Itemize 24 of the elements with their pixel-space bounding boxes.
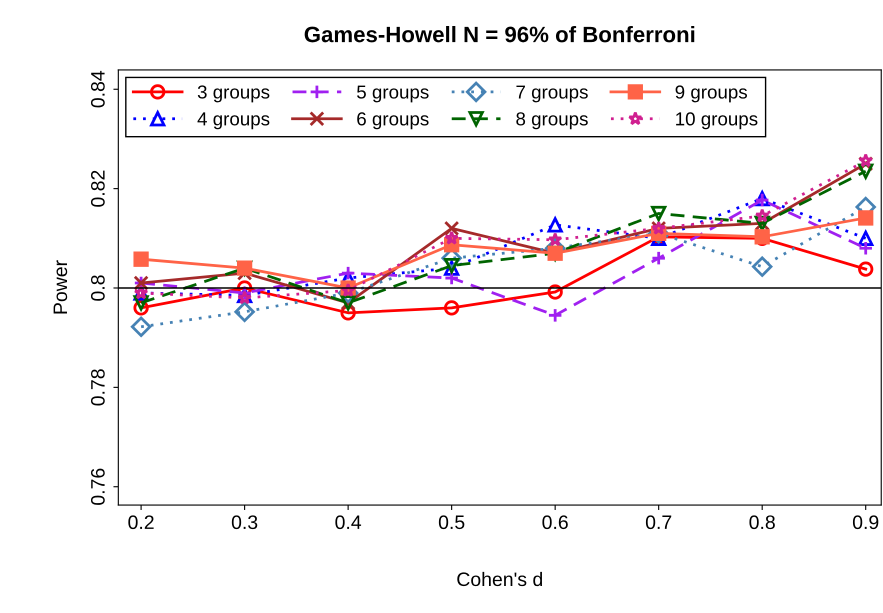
y-axis-title: Power — [54, 260, 68, 314]
y-tick-label: 0.78 — [90, 369, 105, 406]
legend-label: 3 groups — [198, 85, 270, 102]
chart-title: Games-Howell N = 96% of Bonferroni — [304, 26, 694, 42]
y-tick-label: 0.84 — [90, 70, 105, 108]
x-tick-label: 0.2 — [128, 515, 154, 530]
legend-label: 5 groups — [357, 86, 429, 102]
y-tick-label: 0.82 — [90, 170, 105, 207]
legend-label: 6 groups — [357, 112, 429, 130]
x-tick-label: 0.9 — [852, 515, 878, 530]
legend-label: 4 groups — [198, 112, 270, 130]
x-tick-label: 0.8 — [749, 515, 775, 530]
y-tick-label: 0.8 — [90, 275, 105, 301]
x-axis-title: Cohen's d — [457, 572, 542, 586]
legend-label: 10 groups — [676, 112, 758, 130]
x-tick-label: 0.3 — [232, 515, 258, 530]
x-tick-label: 0.4 — [335, 515, 362, 530]
legend-label: 8 groups — [516, 112, 588, 130]
legend-label: 9 groups — [676, 85, 747, 102]
legend-label: 7 groups — [516, 86, 588, 102]
x-tick-label: 0.7 — [646, 515, 672, 530]
x-tick-label: 0.5 — [438, 515, 464, 530]
x-tick-label: 0.6 — [542, 515, 568, 530]
y-tick-label: 0.76 — [90, 468, 105, 505]
